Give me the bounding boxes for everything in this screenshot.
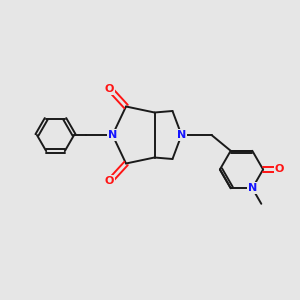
Text: O: O — [275, 164, 284, 175]
Text: N: N — [108, 130, 117, 140]
Text: O: O — [105, 176, 114, 187]
Text: O: O — [105, 83, 114, 94]
Text: N: N — [248, 183, 257, 193]
Text: N: N — [177, 130, 186, 140]
